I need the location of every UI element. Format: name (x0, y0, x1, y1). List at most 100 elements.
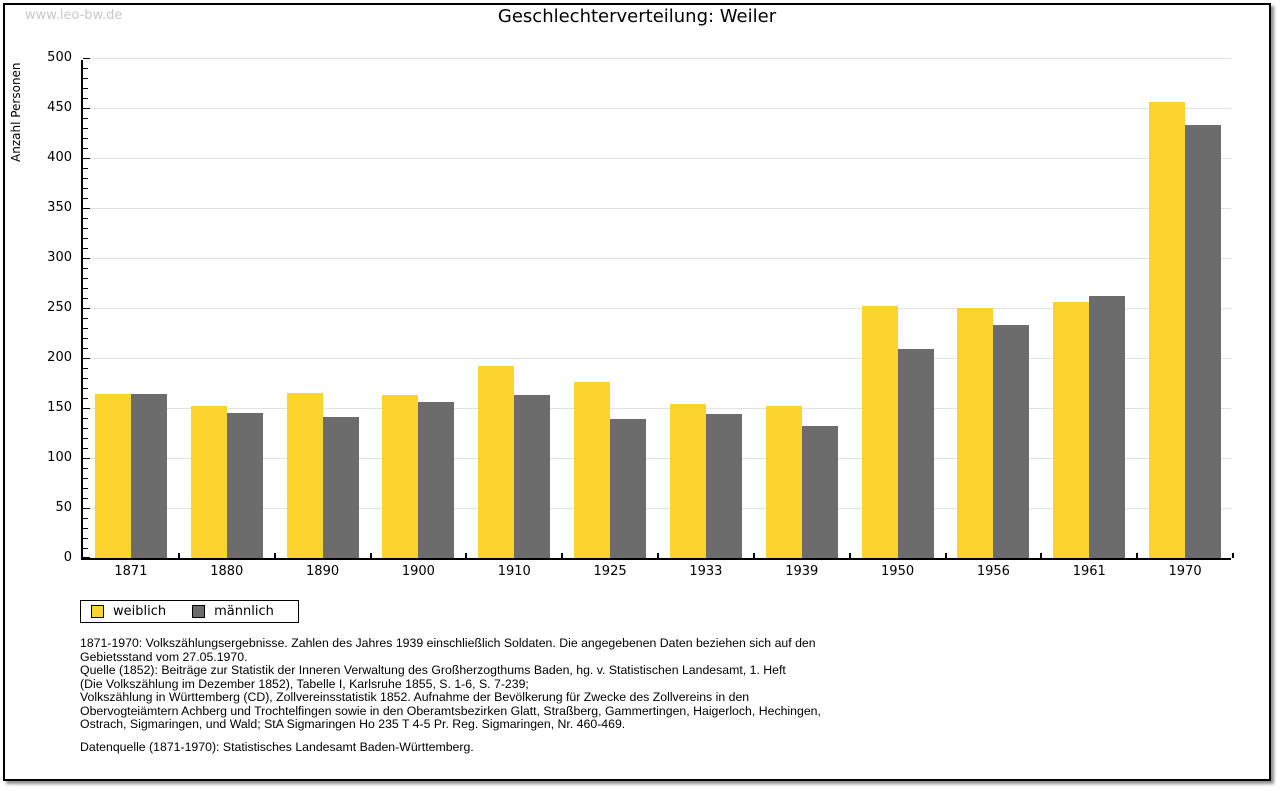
y-axis-major-tick (83, 108, 90, 109)
y-axis-major-tick (83, 557, 90, 558)
x-axis-tick-label: 1970 (1168, 564, 1202, 579)
bar-männlich (1089, 296, 1126, 558)
y-axis-minor-tick (83, 298, 88, 299)
bar-männlich (610, 419, 647, 558)
y-axis-minor-tick (83, 278, 88, 279)
x-axis-tick-label: 1956 (976, 564, 1010, 579)
bar-weiblich (478, 366, 515, 558)
y-gridline (83, 108, 1231, 109)
x-axis-tick-label: 1961 (1072, 564, 1106, 579)
x-axis-tick (1136, 553, 1139, 558)
x-axis-tick (848, 553, 851, 558)
y-axis-minor-tick (83, 548, 88, 549)
bar-männlich (897, 349, 934, 558)
y-axis-minor-tick (83, 488, 88, 489)
bar-weiblich (1053, 302, 1090, 558)
bar-weiblich (669, 404, 706, 558)
x-axis-tick (944, 553, 947, 558)
y-axis-minor-tick (83, 318, 88, 319)
y-gridline (83, 258, 1231, 259)
x-axis-tick-label: 1950 (881, 564, 915, 579)
bar-männlich (226, 413, 263, 558)
y-axis-major-tick (83, 408, 90, 409)
y-gridline (83, 458, 1231, 459)
x-axis-tick-label: 1871 (114, 564, 148, 579)
y-axis-minor-tick (83, 348, 88, 349)
bar-männlich (322, 417, 359, 558)
datasource-line: Datenquelle (1871-1970): Statistisches L… (80, 740, 474, 754)
y-axis-minor-tick (83, 378, 88, 379)
bar-männlich (514, 395, 551, 558)
legend-label: weiblich (113, 604, 167, 619)
bar-männlich (418, 402, 455, 558)
y-axis-tick-label: 100 (47, 450, 72, 465)
legend-swatch-männlich (192, 605, 206, 618)
bar-weiblich (765, 406, 802, 558)
x-axis-tick (561, 553, 564, 558)
y-axis-minor-tick (83, 498, 88, 499)
y-axis-minor-tick (83, 198, 88, 199)
y-axis-tick-label: 200 (47, 350, 72, 365)
y-axis-tick-label: 150 (47, 400, 72, 415)
y-axis-minor-tick (83, 188, 88, 189)
y-axis-title: Anzahl Personen (9, 62, 23, 162)
y-axis-minor-tick (83, 398, 88, 399)
y-axis-major-tick (83, 158, 90, 159)
y-axis-tick-label: 300 (47, 250, 72, 265)
y-axis-minor-tick (83, 338, 88, 339)
x-axis-tick (1232, 553, 1234, 558)
bar-weiblich (957, 308, 994, 558)
y-axis-minor-tick (83, 98, 88, 99)
legend-label: männlich (214, 604, 274, 619)
y-axis-major-tick (83, 258, 90, 259)
watermark-text: www.leo-bw.de (25, 8, 123, 23)
x-axis-tick (752, 553, 755, 558)
y-axis-minor-tick (83, 88, 88, 89)
y-gridline (83, 58, 1231, 59)
y-gridline (83, 408, 1231, 409)
y-axis-minor-tick (83, 428, 88, 429)
y-axis-minor-tick (83, 328, 88, 329)
footnote-line: Obervogteiämtern Achberg und Trochtelfin… (80, 703, 821, 718)
footnote-line: Quelle (1852): Beiträge zur Statistik de… (80, 663, 786, 677)
bar-weiblich (1149, 102, 1186, 558)
y-axis-tick-label: 500 (47, 50, 72, 65)
bar-männlich (1185, 125, 1222, 558)
bar-männlich (801, 426, 838, 558)
x-axis-tick-label: 1890 (306, 564, 340, 579)
y-axis-major-tick (83, 358, 90, 359)
y-axis-minor-tick (83, 438, 88, 439)
y-axis-minor-tick (83, 128, 88, 129)
y-axis-minor-tick (83, 468, 88, 469)
bar-männlich (705, 414, 742, 558)
y-axis-minor-tick (83, 228, 88, 229)
x-axis-tick-label: 1933 (689, 564, 723, 579)
x-axis-tick (465, 553, 468, 558)
y-axis-minor-tick (83, 528, 88, 529)
footnote-line: Ostrach, Sigmaringen, und Wald; StA Sigm… (80, 717, 626, 731)
y-axis-tick-label: 350 (47, 200, 72, 215)
x-axis-tick (177, 553, 180, 558)
footnote-line: 1871-1970: Volkszählungsergebnisse. Zahl… (80, 636, 816, 650)
y-axis-minor-tick (83, 368, 88, 369)
footnote-line: Gebietsstand vom 27.05.1970. (80, 649, 248, 664)
x-axis-tick-label: 1910 (497, 564, 531, 579)
y-axis-minor-tick (83, 518, 88, 519)
x-axis-tick-label: 1900 (401, 564, 435, 579)
y-gridline (83, 508, 1231, 509)
y-axis-major-tick (83, 458, 90, 459)
chart-legend: weiblich männlich (80, 600, 299, 623)
y-axis-major-tick (83, 208, 90, 209)
bar-weiblich (286, 393, 323, 558)
y-axis-minor-tick (83, 418, 88, 419)
chart-content: www.leo-bw.de Geschlechterverteilung: We… (5, 5, 1269, 779)
footnotes: 1871-1970: Volkszählungsergebnisse. Zahl… (80, 636, 821, 732)
y-axis-tick-label: 250 (47, 300, 72, 315)
bar-männlich (993, 325, 1030, 558)
x-axis-tick (273, 553, 276, 558)
y-axis-minor-tick (83, 148, 88, 149)
x-axis-tick (369, 553, 372, 558)
y-gridline (83, 358, 1231, 359)
y-gridline (83, 308, 1231, 309)
y-axis-minor-tick (83, 238, 88, 239)
